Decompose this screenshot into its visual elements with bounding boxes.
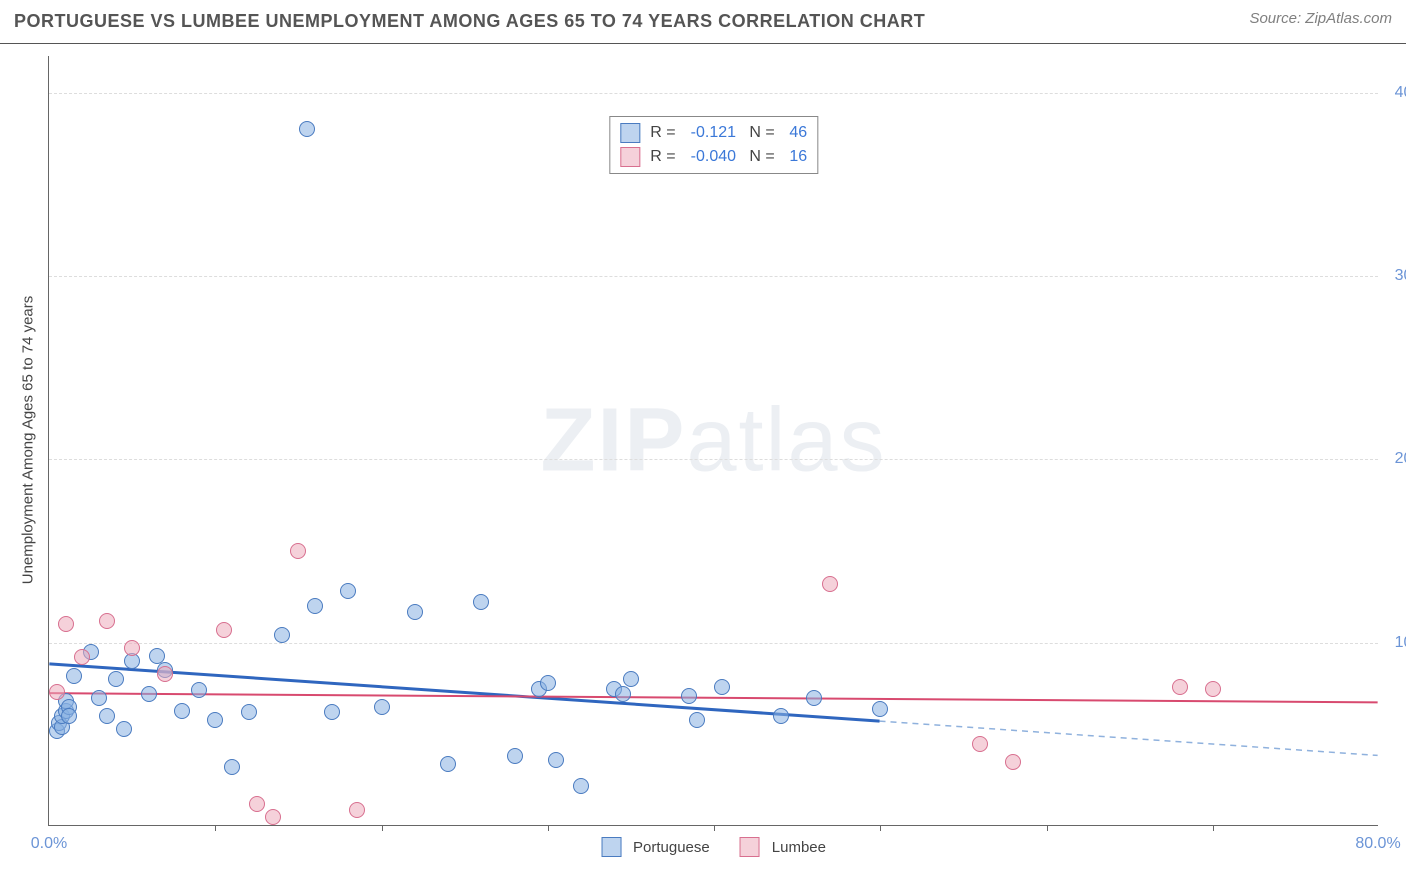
data-point-lumbee — [972, 736, 988, 752]
data-point-portuguese — [307, 598, 323, 614]
data-point-lumbee — [1005, 754, 1021, 770]
data-point-portuguese — [615, 686, 631, 702]
data-point-lumbee — [349, 802, 365, 818]
x-tick-mark — [215, 825, 216, 831]
y-axis-label: Unemployment Among Ages 65 to 74 years — [20, 296, 37, 585]
x-tick-mark — [1047, 825, 1048, 831]
data-point-portuguese — [224, 759, 240, 775]
data-point-portuguese — [141, 686, 157, 702]
stats-row-lumbee: R = -0.040 N = 16 — [620, 145, 807, 169]
swatch-blue-icon — [620, 123, 640, 143]
title-bar: PORTUGUESE VS LUMBEE UNEMPLOYMENT AMONG … — [0, 0, 1406, 44]
plot-area: ZIPatlas R = -0.121 N = 46 R = -0.040 N … — [48, 56, 1378, 826]
data-point-lumbee — [157, 666, 173, 682]
data-point-portuguese — [714, 679, 730, 695]
stat-n-portuguese: 46 — [779, 121, 807, 145]
x-tick-mark — [714, 825, 715, 831]
data-point-portuguese — [191, 682, 207, 698]
data-point-portuguese — [689, 712, 705, 728]
x-tick-mark — [1213, 825, 1214, 831]
data-point-portuguese — [99, 708, 115, 724]
data-point-lumbee — [822, 576, 838, 592]
data-point-portuguese — [174, 703, 190, 719]
data-point-portuguese — [773, 708, 789, 724]
data-point-portuguese — [324, 704, 340, 720]
x-tick-mark — [548, 825, 549, 831]
y-tick-label: 40.0% — [1395, 84, 1406, 102]
watermark-logo: ZIPatlas — [540, 389, 886, 492]
stat-r-portuguese: -0.121 — [680, 121, 736, 145]
data-point-portuguese — [806, 690, 822, 706]
data-point-portuguese — [507, 748, 523, 764]
trendline-dashed — [880, 721, 1378, 755]
data-point-portuguese — [440, 756, 456, 772]
data-point-portuguese — [61, 708, 77, 724]
data-point-portuguese — [540, 675, 556, 691]
source-attribution: Source: ZipAtlas.com — [1249, 10, 1392, 27]
data-point-portuguese — [872, 701, 888, 717]
data-point-portuguese — [108, 671, 124, 687]
data-point-lumbee — [216, 622, 232, 638]
gridline — [49, 643, 1378, 644]
data-point-portuguese — [374, 699, 390, 715]
data-point-lumbee — [99, 613, 115, 629]
data-point-lumbee — [1205, 681, 1221, 697]
data-point-lumbee — [249, 796, 265, 812]
legend-item-lumbee: Lumbee — [740, 837, 826, 857]
chart-container: PORTUGUESE VS LUMBEE UNEMPLOYMENT AMONG … — [0, 0, 1406, 892]
data-point-portuguese — [548, 752, 564, 768]
chart-title: PORTUGUESE VS LUMBEE UNEMPLOYMENT AMONG … — [0, 11, 925, 32]
legend-item-portuguese: Portuguese — [601, 837, 710, 857]
y-tick-label: 30.0% — [1395, 267, 1406, 285]
x-tick-mark — [880, 825, 881, 831]
legend-label-portuguese: Portuguese — [633, 839, 710, 856]
data-point-portuguese — [241, 704, 257, 720]
data-point-portuguese — [207, 712, 223, 728]
stats-row-portuguese: R = -0.121 N = 46 — [620, 121, 807, 145]
data-point-portuguese — [116, 721, 132, 737]
data-point-lumbee — [74, 649, 90, 665]
data-point-portuguese — [681, 688, 697, 704]
data-point-lumbee — [49, 684, 65, 700]
y-tick-label: 10.0% — [1395, 634, 1406, 652]
swatch-blue-icon — [601, 837, 621, 857]
data-point-portuguese — [299, 121, 315, 137]
data-point-portuguese — [623, 671, 639, 687]
x-tick-mark — [382, 825, 383, 831]
data-point-portuguese — [573, 778, 589, 794]
data-point-portuguese — [340, 583, 356, 599]
data-point-lumbee — [1172, 679, 1188, 695]
data-point-portuguese — [91, 690, 107, 706]
data-point-lumbee — [290, 543, 306, 559]
data-point-portuguese — [149, 648, 165, 664]
swatch-pink-icon — [620, 147, 640, 167]
gridline — [49, 459, 1378, 460]
bottom-legend: Portuguese Lumbee — [601, 837, 826, 857]
stats-legend-box: R = -0.121 N = 46 R = -0.040 N = 16 — [609, 116, 818, 174]
x-tick-min: 0.0% — [31, 835, 67, 853]
data-point-lumbee — [265, 809, 281, 825]
legend-label-lumbee: Lumbee — [772, 839, 826, 856]
data-point-portuguese — [66, 668, 82, 684]
y-tick-label: 20.0% — [1395, 450, 1406, 468]
data-point-portuguese — [407, 604, 423, 620]
data-point-portuguese — [473, 594, 489, 610]
gridline — [49, 93, 1378, 94]
data-point-lumbee — [124, 640, 140, 656]
data-point-lumbee — [58, 616, 74, 632]
swatch-pink-icon — [740, 837, 760, 857]
data-point-portuguese — [274, 627, 290, 643]
gridline — [49, 276, 1378, 277]
stat-n-lumbee: 16 — [779, 145, 807, 169]
x-tick-max: 80.0% — [1355, 835, 1400, 853]
stat-r-lumbee: -0.040 — [680, 145, 736, 169]
